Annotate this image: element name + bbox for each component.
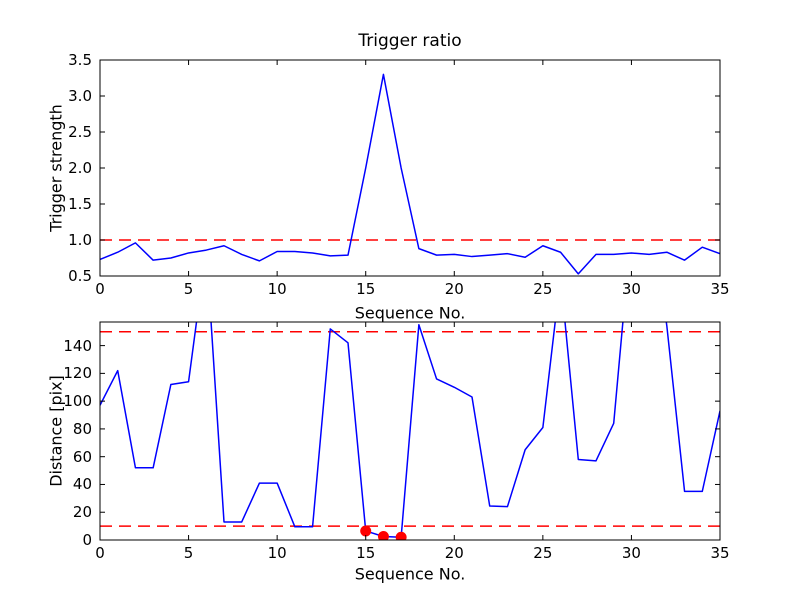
- top-xlabel: Sequence No.: [354, 303, 466, 323]
- y-tick-label: 2.0: [68, 159, 92, 177]
- y-tick-label: 40: [72, 475, 92, 494]
- x-tick-label: 0: [95, 280, 105, 298]
- y-tick-label: 80: [72, 419, 92, 438]
- x-tick-label: 5: [183, 280, 194, 298]
- x-tick-label: 10: [267, 280, 287, 298]
- axes-box-0: [99, 59, 721, 277]
- chart-title: Trigger ratio: [358, 31, 462, 51]
- bottom-xlabel: Sequence No.: [354, 564, 466, 584]
- x-tick-label: 0: [95, 544, 105, 562]
- marker-dot-1-0: [360, 525, 372, 537]
- top-ylabel: Trigger strength: [46, 104, 66, 232]
- y-tick-label: 60: [72, 447, 92, 466]
- x-tick-label: 5: [183, 544, 194, 562]
- x-tick-label: 30: [621, 544, 641, 562]
- x-tick-label: 25: [533, 544, 553, 562]
- x-tick-label: 30: [621, 280, 641, 298]
- y-tick-label: 120: [63, 364, 92, 383]
- x-tick-label: 25: [533, 280, 553, 298]
- y-tick-label: 2.5: [68, 123, 92, 141]
- marker-dot-1-2: [395, 531, 407, 540]
- y-tick-label: 3.0: [68, 87, 92, 105]
- y-tick-label: 3.5: [68, 51, 92, 69]
- data-line-1: [100, 322, 720, 538]
- y-tick-label: 20: [72, 503, 92, 522]
- marker-dot-1-1: [377, 531, 389, 540]
- y-tick-label: 100: [63, 392, 92, 411]
- x-tick-label: 20: [444, 544, 464, 562]
- y-tick-label: 1.5: [68, 195, 92, 213]
- x-tick-label: 15: [356, 544, 376, 562]
- y-tick-label: 0: [82, 531, 92, 549]
- y-tick-label: 0.5: [68, 267, 92, 285]
- data-line-0: [100, 73, 720, 275]
- axes-box-1: [99, 321, 721, 541]
- x-tick-label: 35: [710, 544, 730, 562]
- x-tick-label: 20: [444, 280, 464, 298]
- x-tick-label: 10: [267, 544, 287, 562]
- x-tick-label: 15: [356, 280, 376, 298]
- x-tick-label: 35: [710, 280, 730, 298]
- y-tick-label: 1.0: [68, 231, 92, 249]
- y-tick-label: 140: [63, 336, 92, 355]
